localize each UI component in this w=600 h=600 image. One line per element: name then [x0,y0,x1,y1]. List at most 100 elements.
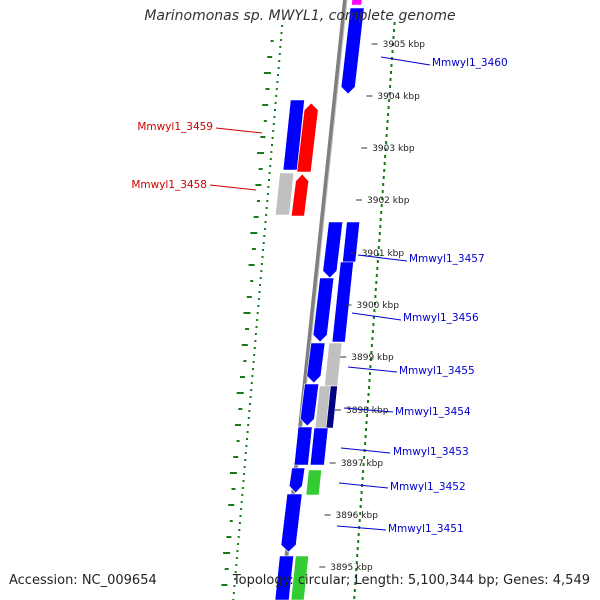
gc-dot-left [273,116,276,118]
gene-feature [299,383,320,427]
gc-dot-right [388,92,391,95]
gene-labels: Mmwyl1_3460 Mmwyl1_3459 Mmwyl1_3458 Mmwyl1_… [131,56,508,535]
gc-skew-bar [229,520,233,522]
gc-skew-bar [229,472,237,474]
gc-dot-right [379,218,382,221]
gc-dot-left [266,200,269,202]
gc-dot-right [380,204,383,207]
gene-label[interactable]: Mmwyl1_3456 [403,312,479,324]
gc-dot-left [237,543,240,545]
gene-label[interactable]: Mmwyl1_3457 [409,253,485,265]
gene-leader-line [336,525,387,531]
kbp-label: 3901 kbp [362,249,405,259]
gc-dot-right [356,554,359,557]
gene-label[interactable]: Mmwyl1_3451 [388,523,464,535]
gc-dot-left [278,53,281,55]
gc-skew-bar [250,232,258,234]
gc-dot-right [382,176,385,179]
gc-dot-left [256,319,259,321]
accession-text: Accession: NC_009654 [9,573,157,588]
gc-dot-left [240,508,243,510]
gc-dot-left [276,81,279,83]
gc-dot-right [386,127,389,130]
gc-dot-left [254,333,257,335]
gc-skew-bar [243,360,247,362]
gc-dot-right [387,106,390,109]
gc-dot-right [359,512,362,515]
gc-dot-left [235,564,238,566]
gc-dot-left [267,186,270,188]
gc-dot-left [274,102,277,104]
gene-label[interactable]: Mmwyl1_3455 [399,365,475,377]
gc-dot-right [373,309,376,312]
gc-dot-left [260,270,263,272]
kbp-label: 3902 kbp [367,196,410,206]
gc-dot-left [244,452,247,454]
gc-dot-right [374,288,377,291]
gc-dot-left [263,235,266,237]
kbp-label: 3905 kbp [383,40,426,50]
gc-dot-left [265,207,268,209]
kbp-label: 3896 kbp [336,511,379,521]
gene-feature [340,7,365,95]
gc-dot-left [243,473,246,475]
gc-dot-right [353,589,356,592]
gc-dot-right [369,365,372,368]
gc-dot-left [275,95,278,97]
gc-dot-left [239,515,242,517]
gc-dot-right [393,29,395,32]
gc-dot-right [385,141,388,144]
kbp-label: 3897 kbp [341,459,384,469]
gc-dot-left [246,438,248,440]
gc-skew-bar [253,216,259,218]
gc-dot-left [247,417,250,419]
gene-label[interactable]: Mmwyl1_3453 [393,446,469,458]
gc-dot-right [372,316,375,319]
gc-dot-right [381,197,384,200]
gc-dot-right [363,456,366,459]
gc-dot-left [253,354,256,356]
gc-dot-right [372,323,375,326]
gc-dot-left [247,424,250,426]
gc-skew-bar [236,392,244,394]
gc-dot-left [269,158,272,160]
gc-skew-bar [226,536,232,538]
kbp-label: 3899 kbp [351,353,394,363]
gc-dot-left [277,74,279,76]
gc-skew-bar [223,552,231,554]
gc-dot-right [384,148,387,151]
gene-label[interactable]: Mmwyl1_3452 [390,481,466,493]
gc-skew-bar [248,264,255,266]
gene-feature [305,469,322,496]
gene-feature [331,261,354,343]
gene-leader-line [338,482,389,489]
gc-dot-left [250,382,253,384]
gc-skew-bar [257,200,260,202]
gc-dot-left [268,172,271,174]
gc-dot-right [365,428,367,431]
gc-dot-right [359,505,362,508]
gene-leader-line [380,56,431,66]
gc-dot-left [262,249,265,251]
gc-dot-left [275,88,278,90]
gene-feature [325,385,338,429]
gc-dot-left [265,214,268,216]
gc-dot-left [255,326,258,328]
gc-dot-right [375,274,378,277]
gc-skew-bar [236,440,240,442]
gc-dot-left [249,396,252,398]
gc-dot-right [369,372,371,375]
gc-dot-left [241,494,244,496]
gc-dot-right [374,295,377,298]
gene-label[interactable]: Mmwyl1_3460 [432,57,508,69]
gene-leader-line [209,184,257,191]
gene-label[interactable]: Mmwyl1_3458 [131,179,207,191]
gc-dot-right [387,113,390,116]
gene-feature [351,0,363,6]
gc-dot-left [236,550,239,552]
gc-dot-right [364,442,367,445]
gc-skew-bar [224,568,229,570]
gene-label[interactable]: Mmwyl1_3459 [137,121,213,133]
gene-label[interactable]: Mmwyl1_3454 [395,406,471,418]
gc-dot-right [371,337,374,340]
